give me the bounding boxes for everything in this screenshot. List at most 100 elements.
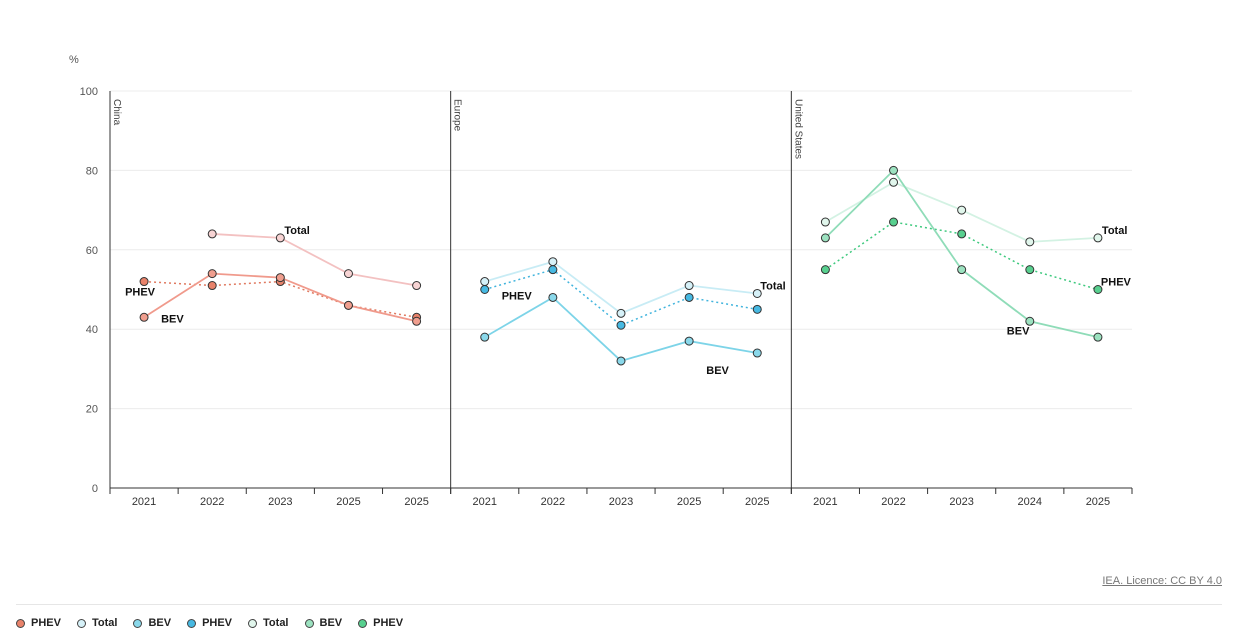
- x-tick-label: 2025: [745, 496, 769, 508]
- series-line: [824, 221, 1099, 291]
- data-point: [616, 320, 626, 330]
- x-tick-label: 2021: [813, 496, 837, 508]
- legend-swatch: [133, 618, 143, 628]
- y-tick-label: 0: [92, 483, 98, 495]
- x-tick-label: 2023: [609, 496, 633, 508]
- data-point: [412, 316, 422, 326]
- legend-swatch: [187, 618, 197, 628]
- legend-item[interactable]: PHEV: [187, 617, 232, 629]
- legend-item[interactable]: BEV: [133, 617, 171, 629]
- data-point: [1025, 265, 1035, 275]
- data-point: [412, 281, 422, 291]
- series-label: Total: [284, 225, 309, 237]
- series-label: Total: [760, 280, 785, 292]
- x-tick-label: 2025: [1086, 496, 1110, 508]
- data-point: [139, 312, 149, 322]
- series-label: PHEV: [502, 291, 533, 303]
- legend-item[interactable]: BEV: [304, 617, 343, 629]
- data-point: [207, 281, 217, 291]
- data-point: [616, 356, 626, 366]
- chart: % 0 20 40 60 80 100 China 2021 2022 2023 2025 2025 T…: [69, 54, 1133, 508]
- series-label: PHEV: [125, 287, 156, 299]
- x-tick-label: 2022: [200, 496, 224, 508]
- legend: PHEV Total BEV PHEV Total BEV PHEV: [16, 617, 403, 629]
- data-point: [752, 348, 762, 358]
- y-tick-label: 80: [86, 165, 98, 177]
- data-point: [1025, 237, 1035, 247]
- data-point: [889, 217, 899, 227]
- data-point: [207, 229, 217, 239]
- data-point: [752, 288, 762, 298]
- data-point: [889, 165, 899, 175]
- data-point: [1093, 332, 1103, 342]
- data-point: [1093, 285, 1103, 294]
- legend-swatch: [358, 618, 368, 628]
- x-tick-label: 2025: [677, 496, 701, 508]
- data-point: [684, 281, 694, 291]
- series-label: BEV: [1007, 325, 1030, 337]
- legend-swatch: [76, 618, 86, 628]
- series-label: BEV: [161, 313, 184, 325]
- x-tick-label: 2025: [336, 496, 360, 508]
- legend-label: Total: [263, 617, 289, 629]
- x-tick-label: 2024: [1018, 496, 1042, 508]
- data-point: [207, 269, 217, 279]
- legend-label: Total: [91, 617, 118, 629]
- data-point: [1093, 233, 1103, 243]
- x-tick-label: 2025: [404, 496, 428, 508]
- legend-label: BEV: [148, 617, 172, 629]
- data-point: [1025, 316, 1035, 326]
- data-point: [275, 233, 285, 243]
- series-line: [484, 268, 758, 327]
- x-tick-label: 2021: [132, 496, 156, 508]
- data-point: [684, 336, 694, 346]
- legend-label: PHEV: [373, 617, 404, 629]
- legend-item[interactable]: Total: [76, 617, 118, 629]
- data-point: [889, 177, 899, 187]
- panel-title: United States: [792, 99, 803, 159]
- data-point: [343, 300, 353, 310]
- panel-title: Europe: [452, 99, 463, 132]
- y-tick-label: 40: [86, 324, 98, 336]
- x-tick-label: 2023: [949, 496, 973, 508]
- series-line: [212, 233, 417, 287]
- data-point: [139, 277, 149, 287]
- legend-label: PHEV: [31, 617, 61, 629]
- legend-label: PHEV: [202, 617, 233, 629]
- data-point: [480, 277, 490, 287]
- y-unit-label: %: [69, 54, 79, 66]
- data-point: [548, 265, 558, 275]
- data-point: [957, 205, 967, 215]
- series-line: [484, 260, 758, 315]
- data-point: [957, 229, 967, 239]
- y-tick-label: 100: [80, 86, 98, 98]
- x-tick-label: 2021: [472, 496, 496, 508]
- series-label: BEV: [706, 365, 729, 377]
- data-point: [957, 265, 967, 275]
- legend-item[interactable]: Total: [248, 617, 289, 629]
- data-point: [820, 265, 830, 275]
- x-tick-label: 2022: [881, 496, 905, 508]
- legend-item[interactable]: PHEV: [16, 617, 61, 629]
- data-point: [820, 217, 830, 227]
- legend-label: BEV: [319, 617, 343, 629]
- series-label: PHEV: [1101, 277, 1132, 289]
- data-point: [820, 233, 830, 243]
- credit-link[interactable]: IEA. Licence: CC BY 4.0: [1102, 575, 1222, 587]
- series-label: Total: [1102, 225, 1127, 237]
- y-tick-label: 20: [86, 404, 98, 416]
- legend-divider: [16, 604, 1222, 605]
- legend-swatch: [248, 618, 258, 628]
- data-point: [616, 308, 626, 318]
- data-point: [752, 304, 762, 314]
- data-point: [548, 257, 558, 267]
- data-point: [480, 285, 490, 294]
- data-point: [548, 292, 558, 302]
- legend-swatch: [304, 618, 314, 628]
- y-tick-label: 60: [86, 245, 98, 257]
- panel-title: China: [111, 99, 122, 126]
- series-line: [824, 169, 1099, 339]
- x-tick-label: 2022: [541, 496, 565, 508]
- legend-swatch: [16, 618, 25, 628]
- legend-item[interactable]: PHEV: [358, 617, 403, 629]
